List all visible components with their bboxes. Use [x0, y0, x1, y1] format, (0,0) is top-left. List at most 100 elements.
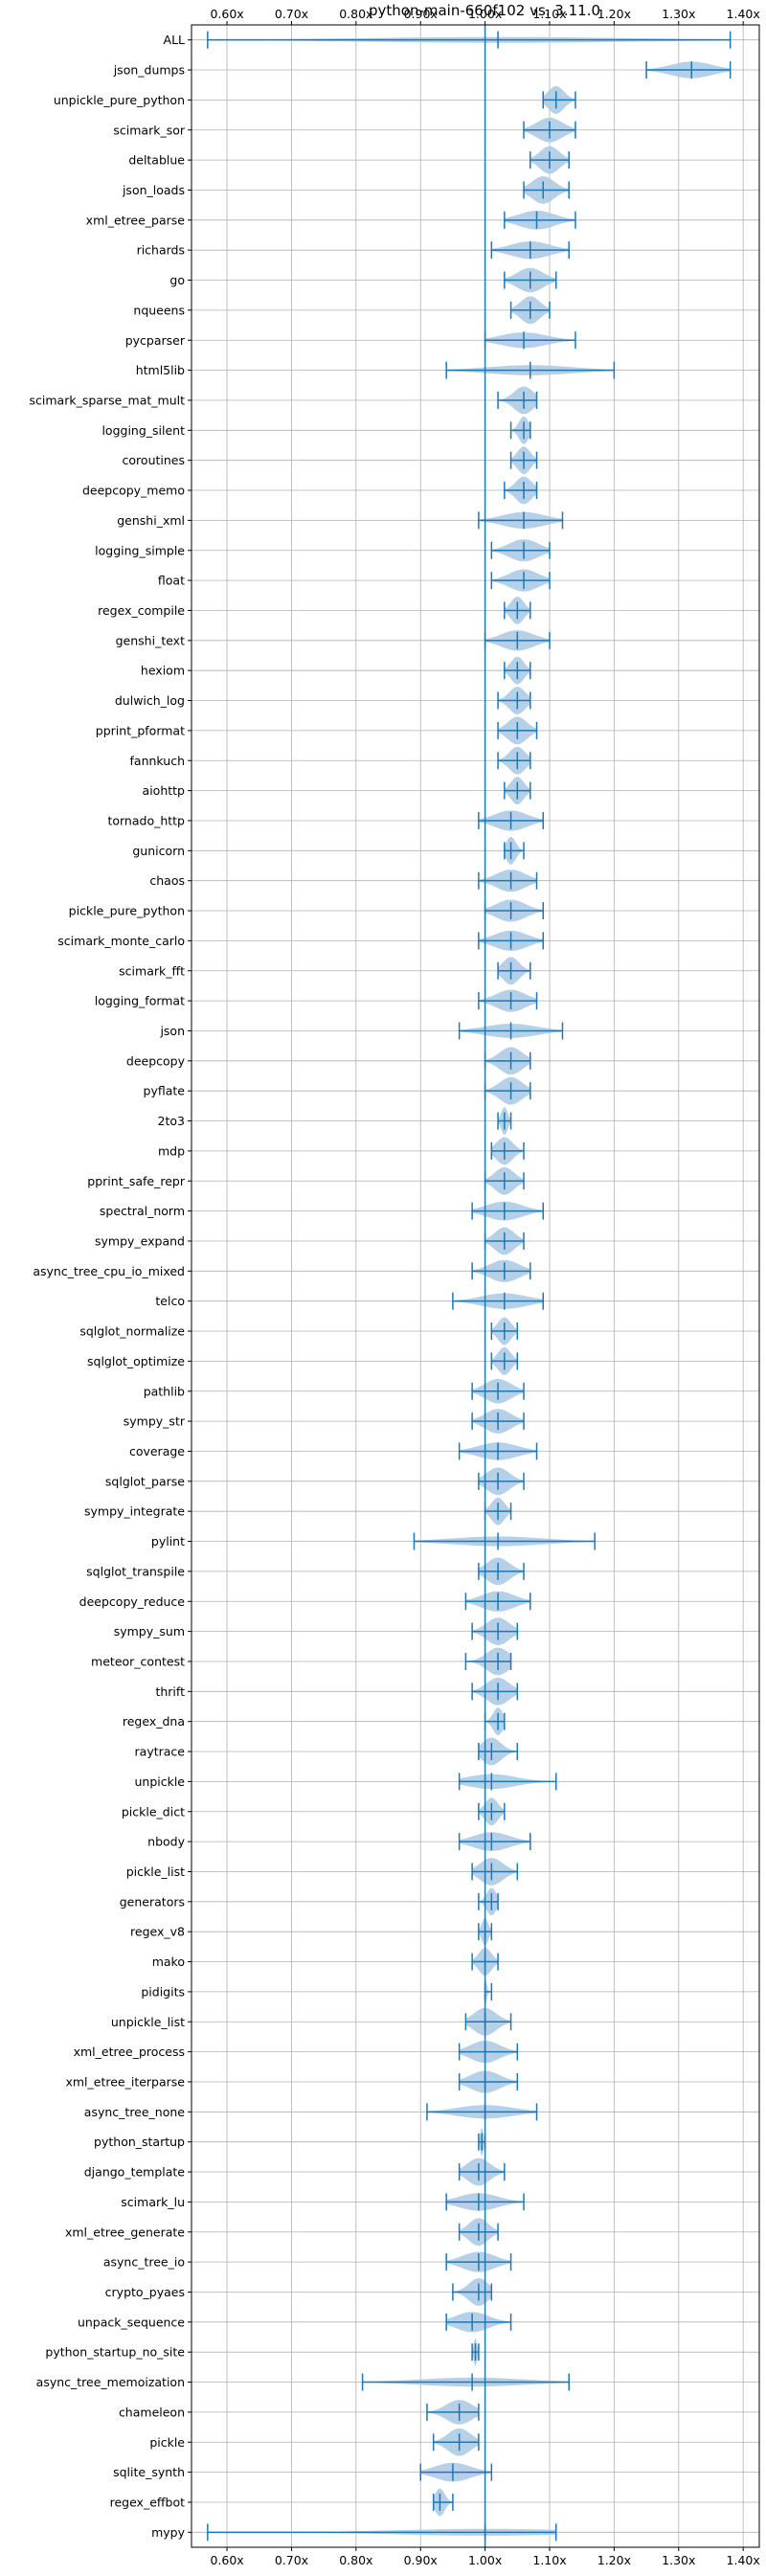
x-tick-label-bottom: 1.20x [597, 2553, 631, 2567]
violin-raytrace [478, 1737, 519, 1766]
plot-frame [191, 24, 760, 2548]
y-tick-label: nbody [147, 1835, 185, 1849]
x-tick-label-bottom: 1.00x [468, 2553, 502, 2567]
violin-series [207, 31, 732, 2542]
violin-pprint_pformat [497, 716, 538, 745]
axes: 0.60x 0.60x 0.70x 0.70x 0.80x 0.80x 0.90x 0.90x… [30, 7, 760, 2567]
violin-xml_etree_iterparse [458, 2070, 519, 2093]
y-tick-label: pprint_safe_repr [87, 1174, 186, 1188]
violin-scimark_sor [523, 117, 576, 143]
y-tick-label: genshi_text [116, 633, 185, 647]
violin-deepcopy_reduce [464, 1591, 531, 1612]
chart-title: python-main-660f102 vs. 3.11.0 [369, 2, 600, 19]
violin-hexiom [504, 656, 531, 685]
violin-pylint [413, 1532, 596, 1550]
y-tick-label: async_tree_memoization [36, 2375, 185, 2389]
x-tick-label-top: 1.40x [727, 7, 760, 21]
violin-json_dumps [645, 61, 732, 79]
violin-pathlib [471, 1378, 525, 1404]
violin-coroutines [509, 446, 538, 475]
violin-generators [478, 1887, 499, 1916]
y-tick-label: python_startup_no_site [45, 2345, 185, 2360]
violin-pickle_dict [478, 1797, 506, 1826]
violin-regex_effbot [432, 2488, 454, 2517]
y-tick-label: pickle [149, 2435, 185, 2450]
violin-chaos [478, 870, 538, 893]
violin-sqlglot_parse [478, 1467, 525, 1496]
violin-genshi_xml [478, 511, 564, 530]
y-tick-label: pidigits [141, 1984, 185, 1999]
x-tick-label-top: 0.70x [275, 7, 308, 21]
violin-pycparser [484, 331, 576, 350]
y-tick-label: sqlite_synth [113, 2465, 185, 2479]
y-tick-label: dulwich_log [115, 693, 185, 708]
y-tick-label: pyflate [144, 1084, 186, 1098]
y-tick-label: regex_v8 [130, 1925, 185, 1939]
y-tick-label: meteor_contest [91, 1654, 185, 1668]
violin-meteor_contest [464, 1647, 512, 1676]
violin-unpickle_list [464, 2007, 512, 2036]
y-tick-label: float [158, 574, 185, 588]
y-tick-label: regex_dna [123, 1714, 185, 1729]
y-tick-label: go [169, 273, 185, 287]
violin-spectral_norm [471, 1201, 545, 1221]
x-tick-label-top: 1.30x [662, 7, 695, 21]
y-tick-label: spectral_norm [100, 1204, 185, 1218]
violin-json [458, 1022, 564, 1040]
violin-scimark_sparse_mat_mult [497, 386, 538, 415]
y-tick-label: scimark_fft [119, 963, 185, 978]
y-tick-label: mdp [158, 1143, 185, 1158]
y-tick-label: sympy_str [124, 1414, 186, 1429]
y-tick-label: regex_compile [98, 603, 185, 618]
violin-nqueens [509, 296, 551, 325]
violin-sqlglot_optimize [490, 1346, 519, 1375]
violin-sympy_str [471, 1409, 525, 1434]
violin-unpickle_pure_python [542, 85, 576, 114]
y-tick-label: telco [155, 1294, 185, 1308]
violin-sympy_expand [484, 1227, 525, 1255]
violin-logging_simple [490, 539, 551, 562]
y-tick-label: xml_etree_iterparse [65, 2074, 185, 2089]
violin-unpack_sequence [445, 2312, 512, 2333]
violin-aiohttp [504, 777, 531, 805]
y-tick-label: tornado_http [107, 813, 185, 827]
violin-pickle [432, 2428, 480, 2456]
y-tick-label: unpickle_pure_python [54, 93, 185, 107]
x-tick-label-top: 1.20x [597, 7, 631, 21]
violin-scimark_fft [497, 957, 531, 985]
violin-python_startup_no_site [471, 2338, 480, 2366]
y-tick-label: chameleon [119, 2405, 185, 2419]
y-tick-label: scimark_sor [113, 123, 185, 137]
x-tick-label-bottom: 1.10x [532, 2553, 566, 2567]
violin-logging_silent [509, 416, 531, 444]
violin-json_loads [523, 176, 570, 204]
violin-go [504, 267, 557, 293]
violin-python_startup [478, 2128, 486, 2157]
y-tick-label: pickle_pure_python [69, 904, 185, 918]
violin-xml_etree_parse [504, 210, 576, 230]
violin-xml_etree_process [458, 2041, 519, 2064]
y-tick-label: gunicorn [132, 844, 185, 858]
violin-dulwich_log [497, 687, 531, 714]
violin-logging_format [478, 989, 538, 1012]
y-tick-label: logging_simple [95, 543, 185, 557]
violin-coverage [458, 1442, 538, 1460]
y-tick-label: unpickle [134, 1774, 185, 1789]
y-tick-label: json [159, 1024, 185, 1038]
y-tick-label: chaos [149, 873, 185, 888]
violin-deltablue [529, 146, 570, 174]
y-tick-label: sqlglot_transpile [86, 1564, 185, 1578]
x-tick-label-top: 0.80x [339, 7, 372, 21]
violin-thrift [471, 1677, 519, 1706]
violin-chameleon [426, 2400, 480, 2425]
y-tick-label: sqlglot_normalize [79, 1324, 185, 1339]
y-tick-label: sympy_integrate [84, 1504, 185, 1519]
y-tick-label: crypto_pyaes [105, 2285, 185, 2299]
violin-genshi_text [484, 630, 551, 651]
y-tick-label: logging_silent [101, 423, 185, 438]
violin-deepcopy [484, 1047, 531, 1075]
violin-sqlglot_normalize [490, 1317, 519, 1345]
violin-float [490, 569, 551, 592]
y-tick-label: thrift [155, 1684, 185, 1699]
